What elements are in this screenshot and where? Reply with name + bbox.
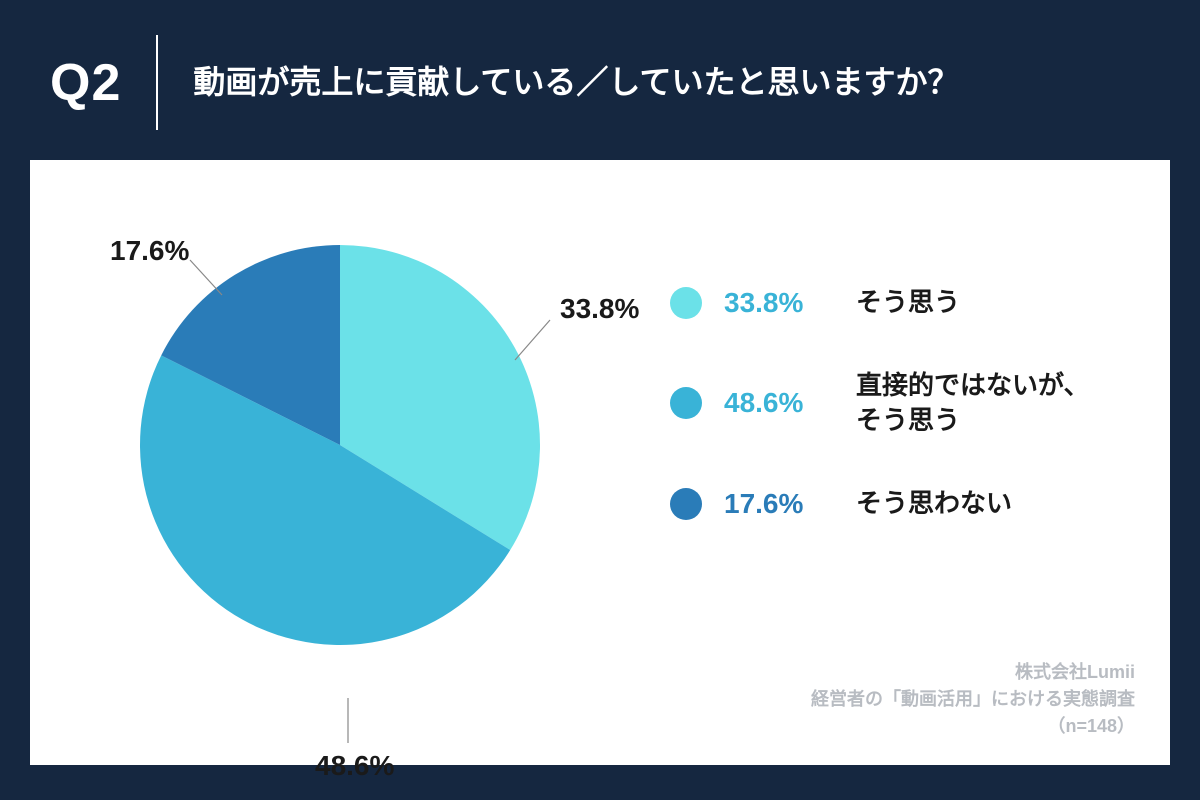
legend-swatch [670, 387, 702, 419]
chart-panel: 33.8%48.6%17.6% 33.8% そう思う 48.6% 直接的ではないが、そ… [30, 160, 1170, 765]
footer-survey: 経営者の「動画活用」における実態調査 [811, 686, 1135, 713]
legend-percent: 33.8% [724, 287, 834, 319]
legend-percent: 17.6% [724, 488, 834, 520]
header: Q2 動画が売上に貢献している／していたと思いますか？ [0, 0, 1200, 160]
legend-label: そう思う [856, 285, 960, 320]
legend-label: そう思わない [856, 486, 1012, 521]
pie-outside-label: 17.6% [110, 235, 189, 267]
legend-row: 17.6% そう思わない [670, 486, 1140, 521]
legend: 33.8% そう思う 48.6% 直接的ではないが、そう思う 17.6% そう思わない [670, 285, 1140, 569]
pie-outside-label: 33.8% [560, 293, 639, 325]
pie-chart-area: 33.8%48.6%17.6% [90, 190, 610, 750]
legend-row: 33.8% そう思う [670, 285, 1140, 320]
legend-swatch [670, 488, 702, 520]
pie-outside-label: 48.6% [315, 750, 394, 782]
legend-row: 48.6% 直接的ではないが、そう思う [670, 368, 1140, 438]
pie-chart [140, 245, 540, 645]
footer-company: 株式会社Lumii [811, 659, 1135, 686]
pie-svg [140, 245, 540, 645]
question-number: Q2 [50, 53, 121, 113]
header-divider [156, 35, 158, 130]
footer-n: （n=148） [811, 713, 1135, 740]
legend-label: 直接的ではないが、そう思う [856, 368, 1089, 438]
legend-swatch [670, 287, 702, 319]
legend-percent: 48.6% [724, 387, 834, 419]
question-text: 動画が売上に貢献している／していたと思いますか？ [193, 60, 959, 105]
chart-footer: 株式会社Lumii 経営者の「動画活用」における実態調査 （n=148） [811, 659, 1135, 740]
